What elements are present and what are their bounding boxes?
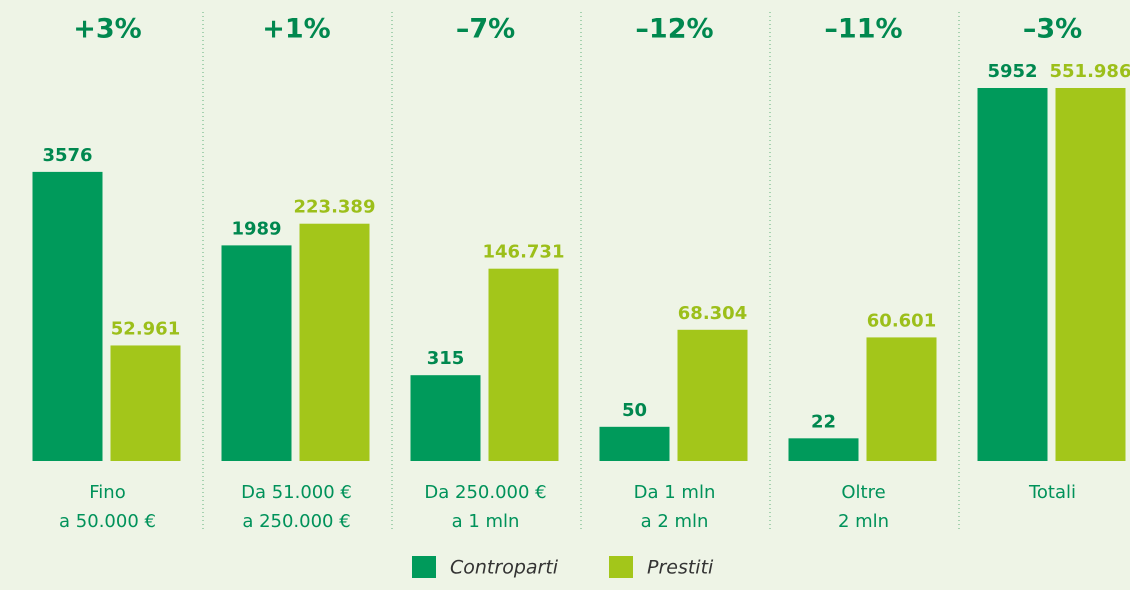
value-label: 146.731 bbox=[483, 242, 565, 263]
x-tick-label: 2 mln bbox=[838, 511, 889, 532]
value-label: 315 bbox=[427, 348, 465, 369]
value-label: 50 bbox=[622, 400, 647, 421]
x-tick-label: a 250.000 € bbox=[242, 511, 350, 532]
bar bbox=[866, 337, 937, 461]
bar bbox=[221, 245, 292, 461]
x-tick-label: a 1 mln bbox=[452, 511, 520, 532]
bar bbox=[677, 329, 748, 461]
bar bbox=[788, 438, 859, 461]
value-label: 551.986 bbox=[1050, 61, 1130, 82]
legend-label: Prestiti bbox=[647, 557, 714, 579]
change-label: +3% bbox=[73, 14, 141, 45]
bar bbox=[299, 223, 370, 461]
legend-swatch bbox=[412, 556, 436, 578]
change-label: –3% bbox=[1023, 14, 1082, 45]
x-tick-label: Fino bbox=[89, 482, 125, 503]
bar bbox=[977, 88, 1048, 461]
legend-label: Controparti bbox=[450, 557, 559, 579]
value-label: 68.304 bbox=[678, 303, 747, 324]
bar bbox=[410, 375, 481, 461]
bar bbox=[1055, 88, 1126, 461]
change-label: –12% bbox=[635, 14, 713, 45]
x-tick-label: Oltre bbox=[841, 482, 885, 503]
legend-swatch bbox=[609, 556, 633, 578]
x-tick-label: Totali bbox=[1028, 482, 1076, 503]
change-label: –7% bbox=[456, 14, 515, 45]
x-tick-label: a 50.000 € bbox=[59, 511, 156, 532]
x-tick-label: Da 1 mln bbox=[634, 482, 716, 503]
value-label: 22 bbox=[811, 411, 836, 432]
x-tick-label: Da 51.000 € bbox=[241, 482, 352, 503]
change-label: +1% bbox=[262, 14, 330, 45]
bar bbox=[488, 268, 559, 461]
value-label: 223.389 bbox=[294, 197, 376, 218]
bar bbox=[599, 426, 670, 461]
bar bbox=[32, 171, 103, 461]
value-label: 1989 bbox=[231, 218, 281, 239]
value-label: 3576 bbox=[42, 145, 92, 166]
value-label: 60.601 bbox=[867, 310, 936, 331]
x-tick-label: a 2 mln bbox=[641, 511, 709, 532]
value-label: 5952 bbox=[987, 61, 1037, 82]
value-label: 52.961 bbox=[111, 318, 180, 339]
x-tick-label: Da 250.000 € bbox=[424, 482, 546, 503]
bar bbox=[110, 345, 181, 461]
change-label: –11% bbox=[824, 14, 902, 45]
